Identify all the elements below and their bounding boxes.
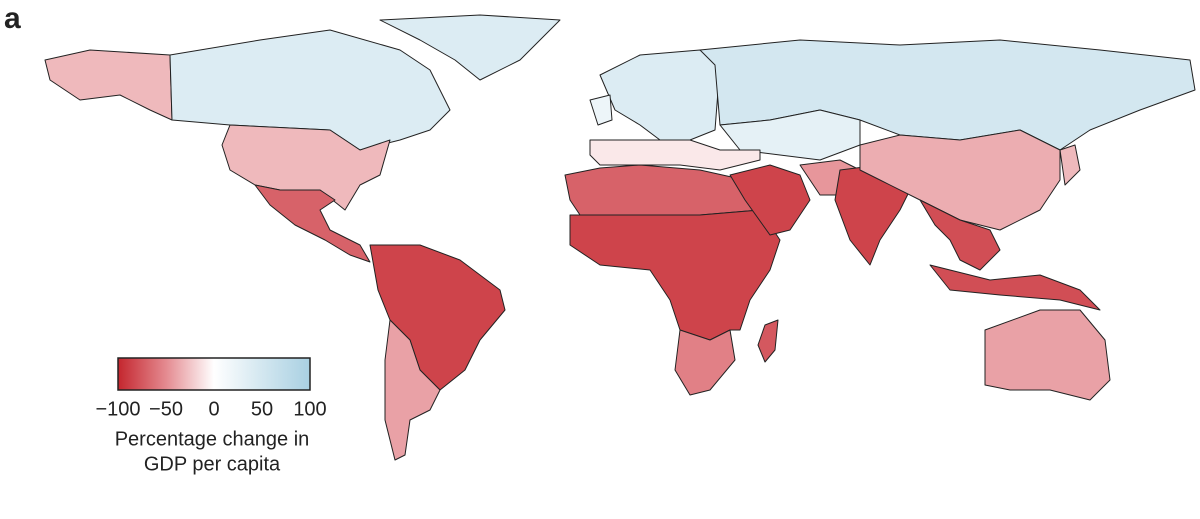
legend-title: Percentage change in	[115, 428, 310, 450]
panel-label: a	[4, 2, 21, 35]
region	[589, 94, 613, 126]
legend-bar	[117, 357, 311, 391]
region	[599, 49, 721, 141]
region	[379, 14, 561, 81]
regions	[44, 14, 1196, 461]
region	[569, 209, 781, 341]
legend-tick-label: 50	[251, 398, 273, 420]
region	[984, 309, 1111, 401]
region	[859, 129, 1061, 231]
region	[757, 319, 779, 363]
region	[564, 164, 761, 216]
region	[729, 164, 811, 236]
region	[589, 139, 761, 171]
legend-tick-label: −100	[95, 398, 140, 420]
legend-tick-label: 0	[208, 398, 219, 420]
region	[384, 319, 441, 461]
legend-title: GDP per capita	[144, 453, 281, 475]
legend-tick-label: 100	[293, 398, 326, 420]
region	[919, 199, 1001, 271]
region	[929, 264, 1101, 311]
region	[674, 329, 736, 396]
region	[44, 49, 173, 121]
region	[254, 184, 371, 263]
region	[221, 124, 391, 211]
legend-tick-label: −50	[149, 398, 183, 420]
region	[1059, 144, 1081, 186]
